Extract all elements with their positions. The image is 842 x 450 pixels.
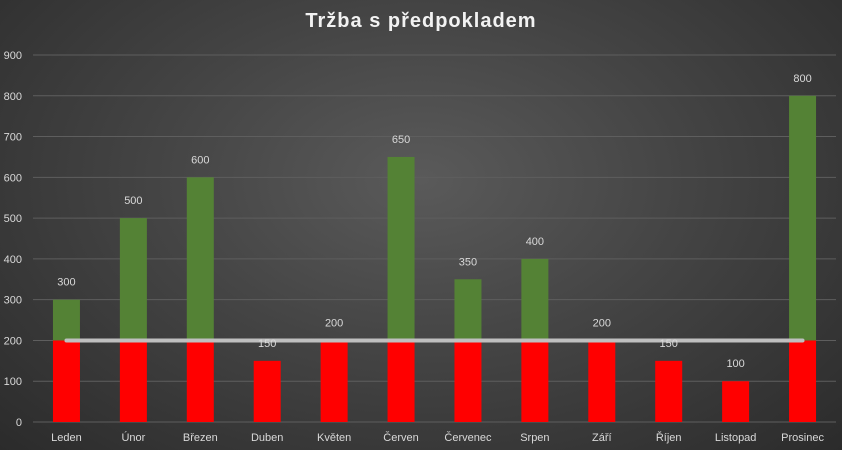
- y-tick-label: 300: [4, 295, 22, 307]
- bar-below-threshold: [387, 340, 415, 422]
- bar-below-threshold: [655, 360, 683, 422]
- data-label: 150: [660, 338, 678, 350]
- y-axis-tick-labels: 0 100 200 300 400 500 600 700 800 900: [4, 50, 22, 429]
- y-tick-label: 100: [4, 376, 22, 388]
- y-tick-label: 500: [4, 213, 22, 225]
- bar-below-threshold: [320, 340, 348, 422]
- bar-below-threshold: [119, 340, 147, 422]
- x-tick-label: Květen: [317, 432, 351, 444]
- x-tick-label: Červen: [383, 431, 418, 444]
- bar-below-threshold: [253, 360, 281, 422]
- x-tick-label: Duben: [251, 432, 283, 444]
- x-axis-tick-labels: Leden Únor Březen Duben Květen Červen Červenec…: [51, 431, 824, 444]
- bar-above-threshold: [454, 279, 482, 341]
- data-label: 200: [593, 317, 611, 329]
- x-tick-label: Listopad: [715, 432, 757, 444]
- x-tick-label: Únor: [121, 431, 145, 444]
- gridlines: [33, 54, 836, 423]
- x-tick-label: Prosinec: [781, 432, 824, 444]
- data-label: 800: [793, 73, 811, 85]
- y-tick-label: 900: [4, 50, 22, 62]
- data-label: 500: [124, 195, 142, 207]
- x-tick-label: Srpen: [520, 432, 549, 444]
- y-tick-label: 600: [4, 172, 22, 184]
- bar-above-threshold: [52, 299, 80, 341]
- bar-below-threshold: [186, 340, 214, 422]
- data-label: 650: [392, 134, 410, 146]
- bar-above-threshold: [387, 156, 415, 341]
- x-tick-label: Říjen: [656, 431, 682, 444]
- data-label: 400: [526, 236, 544, 248]
- bar-below-threshold: [52, 340, 80, 422]
- bar-below-threshold: [454, 340, 482, 422]
- bar-above-threshold: [186, 177, 214, 341]
- bar-above-threshold: [119, 218, 147, 341]
- x-tick-label: Březen: [183, 432, 218, 444]
- bar-above-threshold: [521, 258, 549, 341]
- x-tick-label: Září: [592, 432, 612, 444]
- bar-below-threshold: [588, 340, 616, 422]
- data-label: 200: [325, 317, 343, 329]
- y-tick-label: 800: [4, 91, 22, 103]
- bar-below-threshold: [521, 340, 549, 422]
- x-tick-label: Červenec: [444, 431, 492, 444]
- bars: [52, 95, 817, 422]
- data-label: 300: [57, 277, 75, 289]
- data-label: 150: [258, 338, 276, 350]
- y-tick-label: 400: [4, 254, 22, 266]
- bar-below-threshold: [722, 381, 750, 422]
- y-tick-label: 0: [16, 417, 22, 429]
- x-tick-label: Leden: [51, 432, 82, 444]
- chart-title: Tržba s předpokladem: [305, 10, 537, 32]
- data-label: 100: [726, 358, 744, 370]
- data-label: 600: [191, 154, 209, 166]
- bar-above-threshold: [789, 95, 817, 341]
- bar-below-threshold: [789, 340, 817, 422]
- data-label: 350: [459, 256, 477, 268]
- y-tick-label: 700: [4, 132, 22, 144]
- y-tick-label: 200: [4, 335, 22, 347]
- data-labels: 300 500 600 150 200 650 350 400 200 150 100 800: [57, 73, 811, 370]
